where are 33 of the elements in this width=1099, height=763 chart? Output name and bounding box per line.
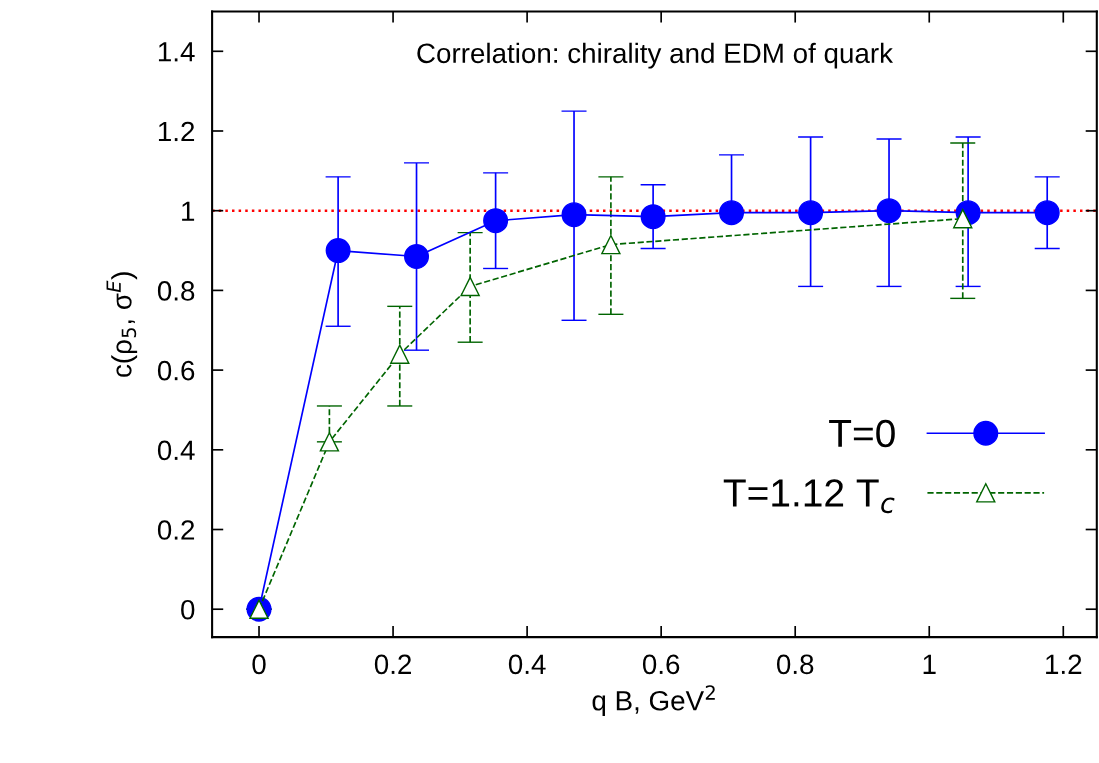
text: Correlation: chirality and EDM of quark <box>417 42 894 69</box>
legend-label: T=1.12 T$_{c}$ <box>723 479 895 514</box>
y-axis-title: c(ρ$_{5}$, σ$^{E}$) <box>106 272 138 377</box>
x-tick-label: 0.2 <box>374 654 411 675</box>
point <box>390 344 410 364</box>
point <box>325 238 351 264</box>
y-tick-label: 0.6 <box>157 360 195 381</box>
x-tick-label: 0.4 <box>508 654 546 675</box>
y-tick-label: 1.2 <box>158 121 195 142</box>
x-tick-label: 1.2 <box>1046 654 1082 674</box>
y-tick-label: 0.2 <box>157 520 195 540</box>
x-axis-title: q B, GeV$^{2}$ <box>592 685 715 717</box>
point <box>561 202 587 228</box>
point <box>640 204 666 230</box>
point <box>876 198 902 224</box>
x-tick-label: 0.6 <box>642 654 680 675</box>
x-tick-label: 0 <box>252 654 266 675</box>
legend-label: T=0 <box>829 419 895 448</box>
y-tick-label: 0 <box>181 599 195 620</box>
point <box>319 432 340 452</box>
point <box>798 200 824 226</box>
point <box>601 234 621 255</box>
y-tick-label: 0.8 <box>157 281 195 301</box>
x-tick-label: 0.8 <box>776 654 814 675</box>
point <box>483 208 509 234</box>
point <box>404 244 430 270</box>
y-tick-label: 1 <box>182 201 195 221</box>
y-tick-label: 0.4 <box>157 440 195 461</box>
point <box>719 200 745 226</box>
x-tick-label: 1 <box>923 654 936 674</box>
point <box>460 276 480 297</box>
y-tick-label: 1.4 <box>158 42 195 62</box>
point <box>1034 200 1060 226</box>
